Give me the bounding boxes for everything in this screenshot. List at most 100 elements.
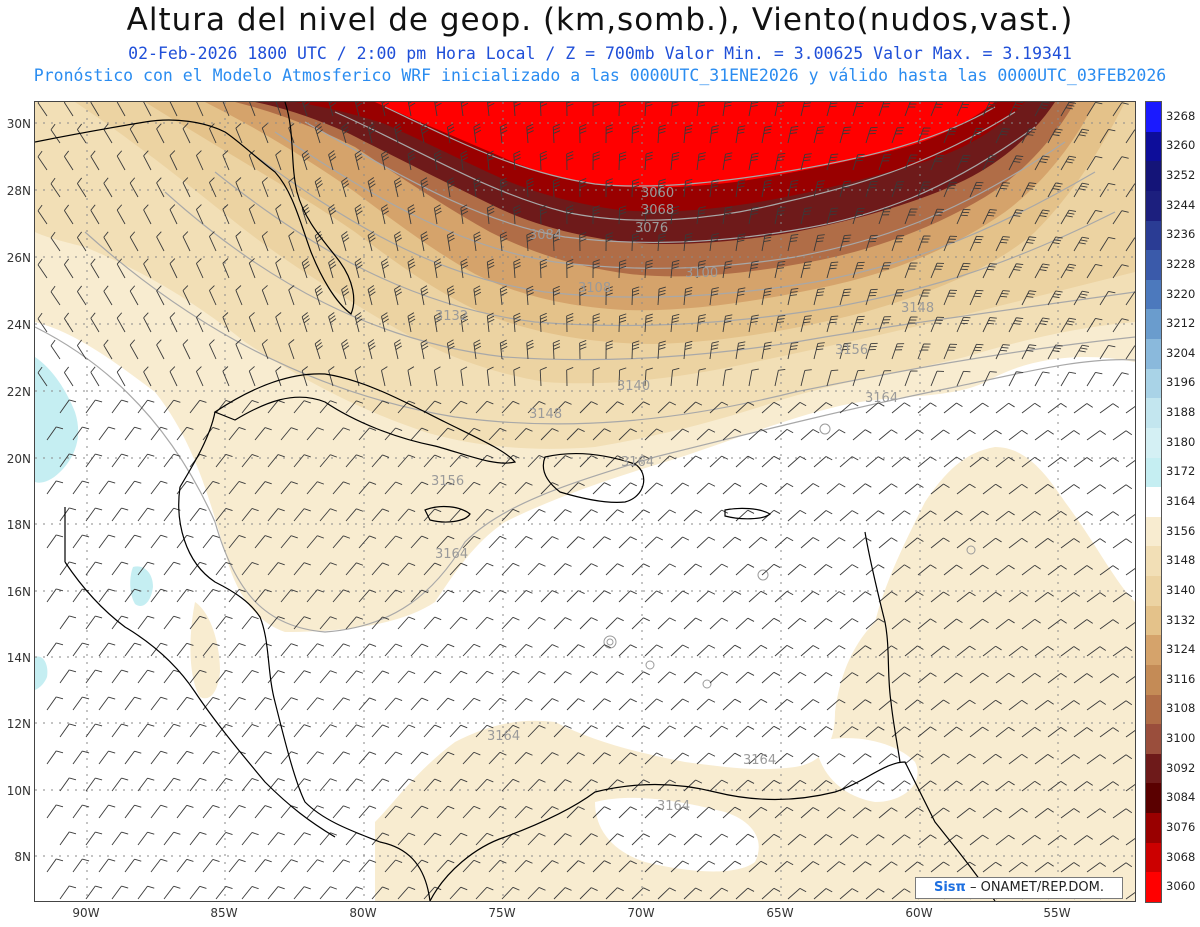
- wind-barb-flag: [831, 207, 839, 210]
- wind-barb: [527, 401, 540, 414]
- wind-barb: [150, 534, 162, 549]
- wind-barb-flag: [803, 156, 812, 159]
- wind-barb-flag: [943, 591, 950, 597]
- wind-barb: [904, 861, 918, 873]
- wind-barb-flag: [304, 724, 311, 728]
- wind-barb-flag: [995, 753, 1002, 759]
- wind-barb: [1073, 344, 1083, 360]
- wind-barb-flag: [804, 207, 812, 209]
- wind-barb-flag: [865, 753, 872, 758]
- wind-barb-flag: [487, 204, 494, 209]
- wind-barb: [579, 455, 592, 468]
- wind-barb-flag: [838, 429, 846, 434]
- wind-barb: [644, 262, 647, 279]
- wind-barb: [1047, 290, 1057, 306]
- wind-barb-flag: [461, 318, 469, 323]
- wind-barb-flag: [222, 258, 229, 264]
- wind-barb-flag: [341, 123, 348, 128]
- wind-barb: [631, 401, 644, 414]
- wind-barb-flag: [474, 345, 482, 350]
- wind-barb-flag: [838, 645, 846, 650]
- wind-barb: [460, 154, 464, 171]
- wind-barb-flag: [328, 204, 335, 209]
- wind-barb-flag: [460, 312, 468, 317]
- wind-barb-flag: [82, 804, 90, 808]
- wind-barb-flag: [408, 207, 415, 212]
- wind-barb: [670, 590, 683, 603]
- wind-barb: [460, 102, 464, 117]
- wind-barb: [566, 428, 579, 441]
- wind-barb-flag: [579, 127, 587, 131]
- wind-barb: [852, 591, 866, 603]
- color-scale-segment: [1146, 161, 1161, 192]
- wind-barb-flag: [173, 453, 181, 457]
- wind-barb-flag: [50, 177, 56, 185]
- wind-barb-flag: [199, 885, 207, 889]
- wind-barb: [709, 617, 723, 630]
- wind-barb-flag: [1068, 371, 1077, 374]
- wind-barb: [176, 751, 188, 765]
- wind-barb-flag: [356, 508, 364, 512]
- wind-barb-flag: [698, 266, 706, 269]
- wind-barb-flag: [395, 859, 403, 863]
- wind-barb-flag: [578, 590, 585, 594]
- wind-barb: [735, 235, 739, 252]
- wind-barb: [657, 343, 660, 360]
- wind-barb-flag: [669, 833, 677, 838]
- wind-barb-flag: [251, 508, 259, 512]
- wind-barb-flag: [1055, 182, 1063, 185]
- wind-barb-flag: [566, 102, 572, 104]
- wind-barb: [1112, 862, 1127, 873]
- wind-barb: [943, 127, 951, 144]
- wind-barb-flag: [982, 672, 989, 678]
- wind-barb-flag: [1002, 344, 1010, 346]
- wind-barb-flag: [354, 258, 362, 263]
- wind-barb-flag: [987, 322, 995, 325]
- wind-barb: [1086, 102, 1096, 117]
- wind-barb: [436, 805, 449, 819]
- wind-barb: [995, 236, 1004, 252]
- wind-barb-flag: [816, 345, 825, 348]
- wind-barb-flag: [708, 428, 716, 433]
- wind-barb-flag: [724, 263, 732, 266]
- wind-barb: [526, 235, 529, 252]
- wind-barb-flag: [69, 615, 77, 619]
- wind-barb: [248, 154, 256, 171]
- wind-barb-flag: [1125, 808, 1133, 814]
- wind-barb: [644, 644, 657, 657]
- wind-barb: [306, 643, 318, 657]
- wind-barb-flag: [671, 212, 679, 215]
- wind-barb: [449, 616, 462, 630]
- wind-barb: [839, 343, 845, 360]
- color-scale-label: 3092: [1166, 760, 1196, 775]
- wind-barb-flag: [500, 342, 508, 347]
- wind-barb: [748, 698, 762, 711]
- wind-barb: [1125, 460, 1135, 468]
- wind-barb-flag: [147, 615, 155, 619]
- wind-barb: [446, 127, 451, 144]
- wind-barb: [540, 698, 553, 711]
- wind-barb: [865, 402, 879, 414]
- wind-barb: [341, 235, 347, 252]
- wind-barb: [618, 644, 631, 657]
- wind-barb-flag: [499, 589, 507, 594]
- wind-barb: [449, 832, 462, 846]
- wind-barb-flag: [619, 316, 627, 320]
- map-panel[interactable]: 3060 3068 3076 3084 3100 3108 3132 3140 …: [34, 101, 1136, 902]
- wind-barb: [116, 209, 126, 225]
- wind-barb-flag: [790, 129, 798, 131]
- wind-barb: [1047, 565, 1062, 576]
- wind-barb-flag: [578, 428, 585, 432]
- wind-barb-flag: [447, 288, 455, 293]
- wind-barb-flag: [121, 453, 129, 457]
- wind-barb-flag: [734, 644, 742, 649]
- wind-barb-flag: [1027, 347, 1035, 349]
- wind-barb: [449, 508, 462, 522]
- hispaniola-coast: [542, 452, 645, 503]
- lon-label: 75W: [488, 906, 516, 920]
- wind-barb: [982, 263, 991, 279]
- wind-barb: [345, 400, 357, 414]
- geopotential-map[interactable]: 3060 3068 3076 3084 3100 3108 3132 3140 …: [35, 102, 1135, 901]
- sispi-logo: Sisπ: [933, 880, 966, 895]
- wind-barb-flag: [1080, 347, 1088, 350]
